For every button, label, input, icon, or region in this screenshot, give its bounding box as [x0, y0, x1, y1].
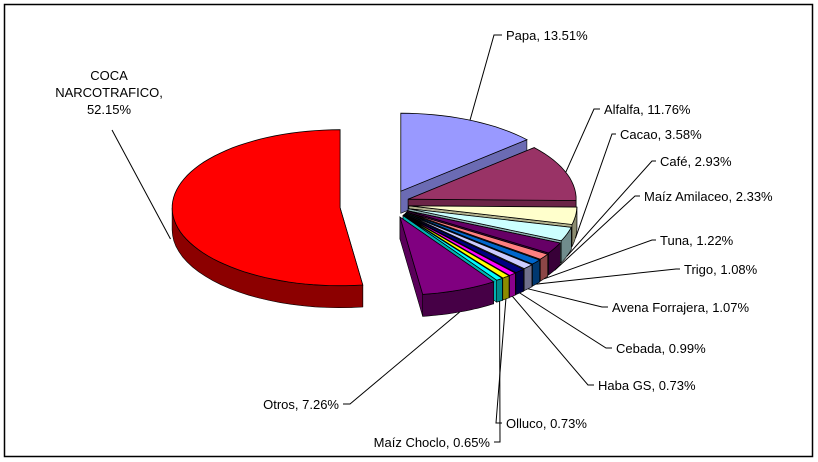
data-label-maiz-amilaceo: Maíz Amilaceo, 2.33% — [644, 189, 773, 204]
leader-line-cafe — [566, 160, 656, 257]
pie-slice-cacao — [408, 205, 578, 225]
leader-line-tuna — [543, 239, 656, 280]
leader-line-haba-gs — [512, 295, 594, 386]
pie-slice-cebada — [404, 213, 525, 274]
pie-slice-alfalfa — [407, 147, 577, 201]
pie-slice-otros — [399, 216, 495, 295]
leader-line-avena-forrajera — [527, 288, 608, 308]
leader-line-maiz-amilaceo — [554, 195, 640, 271]
leader-line-otros — [343, 311, 461, 405]
pie-slice-avena-forrajera — [405, 213, 533, 270]
leader-line-alfalfa — [565, 108, 600, 173]
leader-lines — [111, 34, 680, 443]
leader-line-cebada — [519, 292, 612, 349]
data-labels: Papa, 13.51% Alfalfa, 11.76% Cacao, 3.58% C… — [55, 28, 773, 450]
leader-line-coca-narcotrafico — [111, 129, 171, 240]
pie-slice-trigo — [405, 212, 541, 265]
pie-side-avena-forrajera — [523, 264, 533, 292]
pie-side-maiz-choclo — [496, 278, 503, 303]
pie-slice-papa — [400, 112, 528, 192]
data-label-coca-narcotrafico: COCA NARCOTRAFICO, 52.15% — [55, 68, 163, 117]
pie-slice-coca-narcotrafico — [171, 129, 364, 287]
pie-slice-haba-gs — [403, 214, 517, 276]
data-label-alfalfa: Alfalfa, 11.76% — [604, 102, 691, 117]
data-label-cafe: Café, 2.93% — [660, 154, 732, 169]
pie-slice-olluco — [403, 214, 510, 279]
data-label-otros: Otros, 7.26% — [263, 397, 339, 412]
pie-slice-tuna — [406, 211, 549, 260]
data-label-cebada: Cebada, 0.99% — [616, 341, 706, 356]
pie-side-haba-gs — [509, 272, 516, 298]
data-label-trigo: Trigo, 1.08% — [684, 262, 758, 277]
pie-slice-maiz-choclo — [402, 215, 504, 281]
pie-slice-maiz-amilaceo — [407, 210, 562, 254]
data-label-cacao: Cacao, 3.58% — [620, 127, 702, 142]
data-label-avena-forrajera: Avena Forrajera, 1.07% — [612, 300, 749, 315]
leader-line-maiz-choclo — [494, 301, 501, 443]
leader-line-papa — [469, 34, 502, 121]
pie-tops — [171, 112, 578, 295]
data-label-papa: Papa, 13.51% — [506, 28, 588, 43]
pie-side-olluco — [502, 275, 510, 301]
data-label-haba-gs: Haba GS, 0.73% — [598, 378, 696, 393]
data-label-olluco: Olluco, 0.73% — [506, 416, 587, 431]
leader-line-trigo — [536, 268, 680, 285]
leader-line-cacao — [575, 133, 616, 239]
data-label-tuna: Tuna, 1.22% — [660, 233, 734, 248]
pie-side-cebada — [515, 268, 524, 296]
pie-slice-cafe — [408, 208, 572, 242]
data-label-maiz-choclo: Maíz Choclo, 0.65% — [374, 435, 491, 450]
